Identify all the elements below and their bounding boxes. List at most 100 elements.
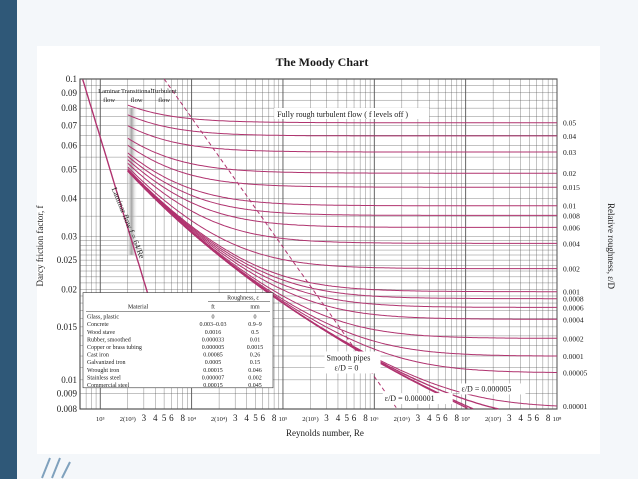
table-header: mm (250, 305, 260, 311)
table-title: Roughness, ε (227, 296, 259, 302)
table-cell: 0.26 (250, 353, 261, 359)
table-cell: 0.00015 (203, 368, 223, 374)
x-axis-label: Reynolds number, Re (286, 428, 364, 438)
roughness-label: 0.03 (563, 148, 576, 157)
roughness-curve (127, 155, 557, 216)
region-laminar-label: flow (103, 97, 115, 104)
table-cell: 0.000007 (202, 375, 225, 381)
roughness-curve (127, 169, 557, 308)
slide-decoration-lines (41, 457, 71, 479)
eD-5e-6-label: ε/D = 0.000005 (461, 384, 511, 393)
table-cell: 0.000005 (202, 345, 225, 351)
x-tick-label: 4 (518, 413, 523, 423)
x-tick-label: 5 (436, 413, 441, 423)
x-tick-label: 6 (260, 413, 265, 423)
y2-axis-label: Relative roughness, ε/D (606, 203, 616, 290)
roughness-label: 0.0002 (563, 334, 584, 343)
x-tick-label: 5 (527, 413, 532, 423)
eD5-label-bg (459, 383, 526, 395)
x-tick-label: 10⁸ (553, 416, 563, 423)
table-cell: 0.046 (248, 368, 262, 374)
y-tick-label: 0.07 (61, 121, 77, 131)
x-tick-label: 5 (253, 413, 258, 423)
table-cell: Galvanized iron (87, 360, 125, 366)
roughness-curve (127, 168, 557, 300)
x-tick-label: 4 (153, 413, 158, 423)
table-cell: Commercial steel (87, 383, 129, 389)
table-cell: 0.0016 (205, 330, 222, 336)
x-tick-label: 4 (336, 413, 341, 423)
smooth-label-bg (324, 351, 381, 374)
x-tick-label: 8 (363, 413, 368, 423)
x-tick-label: 8 (272, 413, 277, 423)
table-cell: 0.5 (251, 330, 259, 336)
region-transitional-label: flow (131, 97, 143, 104)
x-tick-label: 10⁷ (461, 416, 470, 423)
y-tick-label: 0.1 (66, 74, 77, 84)
roughness-curve (127, 114, 557, 137)
table-frame (82, 292, 274, 389)
x-tick-label: 10⁵ (279, 416, 288, 423)
chart-title: The Moody Chart (276, 55, 369, 69)
x-tick-label: 6 (352, 413, 357, 423)
table-cell: Concrete (87, 322, 109, 328)
roughness-curve (127, 162, 557, 244)
roughness-curve (127, 170, 557, 339)
roughness-curve (127, 159, 557, 228)
x-tick-label: 3 (324, 413, 329, 423)
y-tick-label: 0.09 (61, 88, 77, 98)
roughness-label: 0.001 (563, 288, 580, 297)
roughness-curve (127, 166, 557, 270)
y-tick-label: 0.01 (61, 375, 77, 385)
table-header: Material (128, 305, 149, 311)
roughness-label: 0.05 (563, 119, 576, 128)
x-tick-label: 4 (427, 413, 432, 423)
roughness-label: 0.01 (563, 202, 576, 211)
table-cell: 0.15 (250, 360, 261, 366)
x-tick-label: 8 (455, 413, 460, 423)
laminar-line (82, 79, 156, 318)
table-cell: 0.9–9 (248, 322, 262, 328)
x-tick-label: 3 (142, 413, 147, 423)
table-cell: Wood stave (87, 330, 115, 336)
roughness-label: 0.0006 (563, 303, 584, 312)
roughness-label: 0.00005 (563, 369, 588, 378)
transition-band (125, 108, 138, 256)
roughness-label: 0.0004 (563, 315, 584, 324)
x-tick-label: 5 (162, 413, 167, 423)
table-cell: Glass, plastic (87, 315, 119, 321)
y-axis-label: Darcy friction factor, f (35, 205, 45, 286)
roughness-label: 0.00001 (563, 402, 588, 411)
table-cell: 0.00015 (203, 383, 223, 389)
table-cell: Copper or brass tubing (87, 345, 142, 351)
roughness-label: 0.04 (563, 132, 576, 141)
y-tick-label: 0.03 (61, 231, 77, 241)
y-tick-label: 0.08 (61, 103, 77, 113)
region-transitional-label: Transitional (121, 88, 152, 95)
x-tick-label: 2(10³) (120, 416, 136, 423)
y-tick-label: 0.05 (61, 165, 77, 175)
y-tick-label: 0.025 (57, 255, 78, 265)
table-cell: Wrought iron (87, 368, 119, 374)
y-tick-label: 0.02 (61, 284, 77, 294)
smooth-eq-label: ε/D = 0 (335, 363, 359, 372)
roughness-label: 0.004 (563, 239, 580, 248)
smooth-pipes-label: Smooth pipes (327, 353, 371, 362)
smooth-pipe-curve (127, 170, 468, 409)
roughness-label: 0.015 (563, 183, 580, 192)
table-cell: Cast iron (87, 353, 109, 359)
slide-accent-bar (0, 0, 17, 479)
table-cell: 0 (212, 315, 215, 321)
roughness-label: 0.02 (563, 169, 576, 178)
table-cell: 0.00085 (203, 353, 223, 359)
table-cell: 0.0005 (205, 360, 222, 366)
roughness-curve (127, 152, 557, 207)
table-cell: 0.002 (248, 375, 262, 381)
eD-1e-6-label: ε/D = 0.000001 (385, 394, 435, 403)
table-cell: Stainless steel (87, 375, 121, 381)
x-tick-label: 3 (416, 413, 421, 423)
x-tick-label: 3 (233, 413, 238, 423)
roughness-curve (127, 168, 557, 293)
roughness-curve (127, 144, 557, 188)
